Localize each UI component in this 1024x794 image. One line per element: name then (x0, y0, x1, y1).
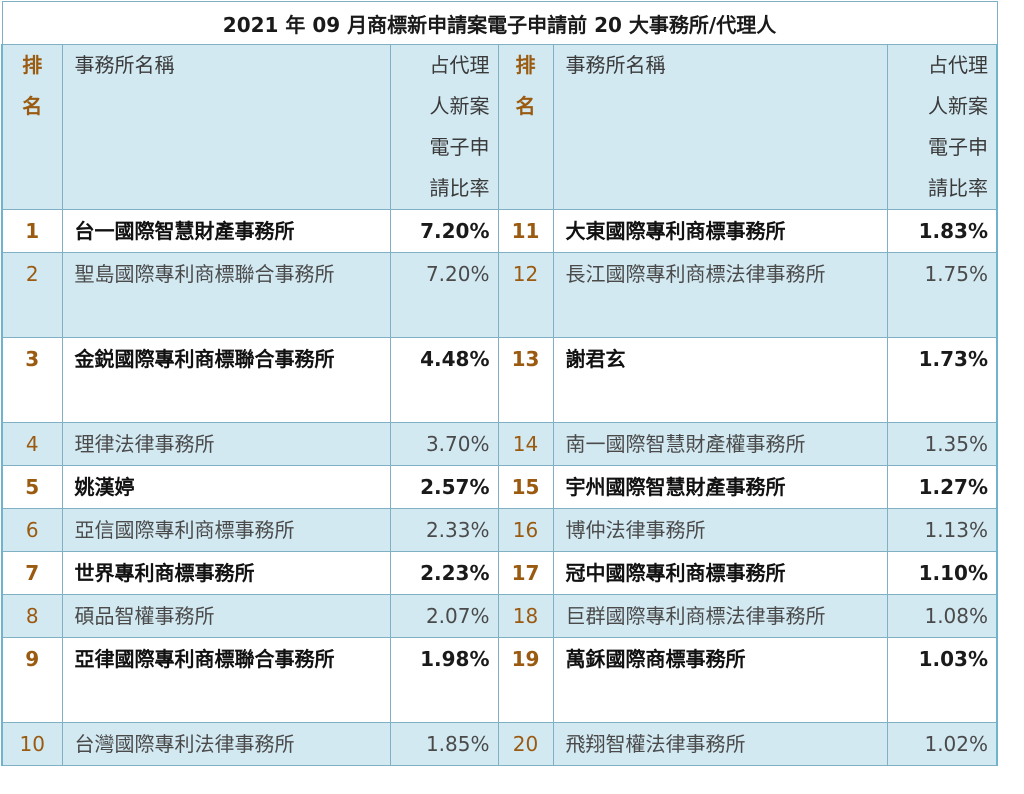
rank-cell: 3 (2, 338, 62, 423)
firm-name-cell: 亞信國際專利商標事務所 (62, 509, 390, 552)
table-row: 2 聖島國際專利商標聯合事務所 7.20% 12 長江國際專利商標法律事務所 1… (2, 253, 997, 338)
firm-name-cell: 萬鉌國際商標事務所 (553, 638, 887, 723)
firm-name-cell: 長江國際專利商標法律事務所 (553, 253, 887, 338)
table-row: 8 碩品智權事務所 2.07% 18 巨群國際專利商標法律事務所 1.08% (2, 595, 997, 638)
percent-cell: 1.03% (887, 638, 997, 723)
name-header: 事務所名稱 (62, 45, 390, 210)
firm-name-cell: 台一國際智慧財產事務所 (62, 210, 390, 253)
percent-cell: 7.20% (390, 253, 498, 338)
table-title: 2021 年 09 月商標新申請案電子申請前 20 大事務所/代理人 (2, 2, 997, 45)
firm-name-cell: 巨群國際專利商標法律事務所 (553, 595, 887, 638)
rank-cell: 18 (498, 595, 553, 638)
rank-cell: 9 (2, 638, 62, 723)
firm-name-cell: 聖島國際專利商標聯合事務所 (62, 253, 390, 338)
percent-cell: 1.27% (887, 466, 997, 509)
table-row: 5 姚漢婷 2.57% 15 宇州國際智慧財產事務所 1.27% (2, 466, 997, 509)
name-header: 事務所名稱 (553, 45, 887, 210)
rank-cell: 10 (2, 723, 62, 766)
firm-name-cell: 大東國際專利商標事務所 (553, 210, 887, 253)
table-row: 3 金鋭國際專利商標聯合事務所 4.48% 13 謝君玄 1.73% (2, 338, 997, 423)
table-row: 9 亞律國際專利商標聯合事務所 1.98% 19 萬鉌國際商標事務所 1.03% (2, 638, 997, 723)
firm-name-cell: 碩品智權事務所 (62, 595, 390, 638)
percent-cell: 1.02% (887, 723, 997, 766)
rank-cell: 19 (498, 638, 553, 723)
rank-cell: 8 (2, 595, 62, 638)
firm-name-cell: 謝君玄 (553, 338, 887, 423)
percent-header: 占代理人新案電子申請比率 (390, 45, 498, 210)
firm-name-cell: 南一國際智慧財產權事務所 (553, 423, 887, 466)
percent-cell: 1.08% (887, 595, 997, 638)
rank-cell: 2 (2, 253, 62, 338)
firm-name-cell: 金鋭國際專利商標聯合事務所 (62, 338, 390, 423)
percent-cell: 4.48% (390, 338, 498, 423)
percent-cell: 1.73% (887, 338, 997, 423)
rank-cell: 17 (498, 552, 553, 595)
rank-cell: 12 (498, 253, 553, 338)
rank-cell: 16 (498, 509, 553, 552)
rank-cell: 1 (2, 210, 62, 253)
percent-cell: 1.83% (887, 210, 997, 253)
rank-cell: 6 (2, 509, 62, 552)
rank-cell: 15 (498, 466, 553, 509)
firm-name-cell: 宇州國際智慧財產事務所 (553, 466, 887, 509)
firm-name-cell: 理律法律事務所 (62, 423, 390, 466)
percent-cell: 2.33% (390, 509, 498, 552)
firm-name-cell: 姚漢婷 (62, 466, 390, 509)
percent-cell: 1.98% (390, 638, 498, 723)
firm-name-cell: 世界專利商標事務所 (62, 552, 390, 595)
rank-cell: 7 (2, 552, 62, 595)
table-row: 10 台灣國際專利法律事務所 1.85% 20 飛翔智權法律事務所 1.02% (2, 723, 997, 766)
percent-cell: 1.85% (390, 723, 498, 766)
percent-header: 占代理人新案電子申請比率 (887, 45, 997, 210)
rank-cell: 4 (2, 423, 62, 466)
rank-header: 排名 (2, 45, 62, 210)
percent-cell: 1.13% (887, 509, 997, 552)
table-row: 4 理律法律事務所 3.70% 14 南一國際智慧財產權事務所 1.35% (2, 423, 997, 466)
table-row: 7 世界專利商標事務所 2.23% 17 冠中國際專利商標事務所 1.10% (2, 552, 997, 595)
rank-header: 排名 (498, 45, 553, 210)
percent-cell: 1.35% (887, 423, 997, 466)
percent-cell: 1.10% (887, 552, 997, 595)
rank-cell: 20 (498, 723, 553, 766)
percent-cell: 7.20% (390, 210, 498, 253)
rank-cell: 5 (2, 466, 62, 509)
table-row: 1 台一國際智慧財產事務所 7.20% 11 大東國際專利商標事務所 1.83% (2, 210, 997, 253)
firm-name-cell: 台灣國際專利法律事務所 (62, 723, 390, 766)
percent-cell: 3.70% (390, 423, 498, 466)
rank-cell: 13 (498, 338, 553, 423)
firm-name-cell: 飛翔智權法律事務所 (553, 723, 887, 766)
firm-name-cell: 冠中國際專利商標事務所 (553, 552, 887, 595)
firm-name-cell: 博仲法律事務所 (553, 509, 887, 552)
percent-cell: 2.57% (390, 466, 498, 509)
rank-cell: 14 (498, 423, 553, 466)
rank-cell: 11 (498, 210, 553, 253)
percent-cell: 1.75% (887, 253, 997, 338)
ranking-table: 2021 年 09 月商標新申請案電子申請前 20 大事務所/代理人 排名 事務… (1, 1, 998, 766)
firm-name-cell: 亞律國際專利商標聯合事務所 (62, 638, 390, 723)
table-row: 6 亞信國際專利商標事務所 2.33% 16 博仲法律事務所 1.13% (2, 509, 997, 552)
percent-cell: 2.07% (390, 595, 498, 638)
percent-cell: 2.23% (390, 552, 498, 595)
